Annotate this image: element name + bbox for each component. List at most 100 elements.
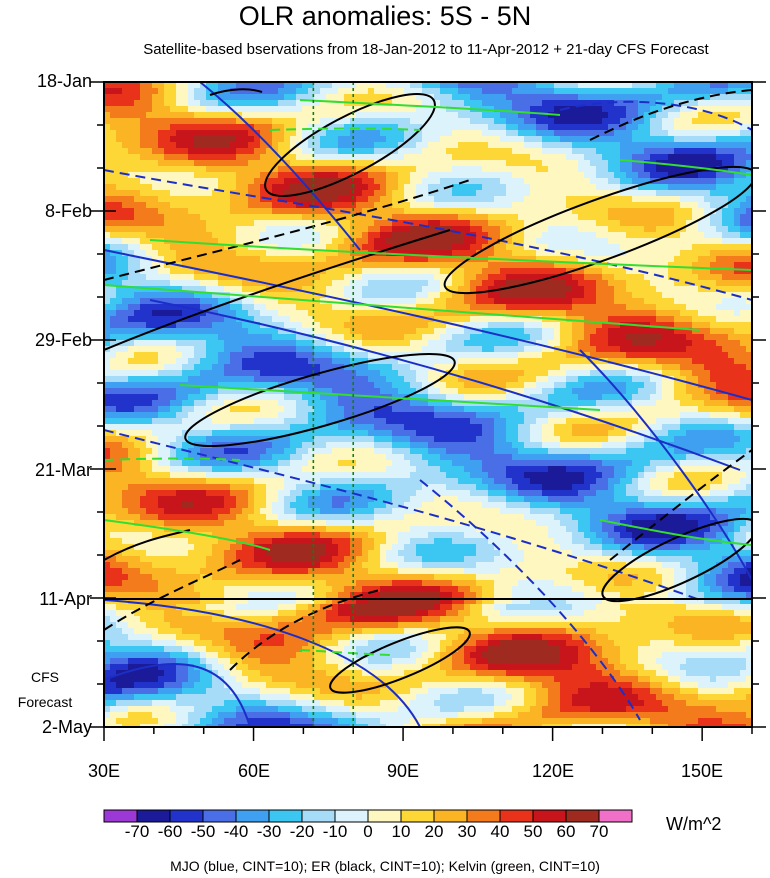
olr-cell xyxy=(398,322,405,329)
olr-cell xyxy=(566,166,573,173)
olr-cell xyxy=(296,154,303,161)
olr-cell xyxy=(260,238,267,245)
olr-cell xyxy=(374,202,381,209)
olr-cell xyxy=(512,136,519,143)
olr-cell xyxy=(740,340,747,347)
olr-cell xyxy=(662,130,669,137)
olr-cell xyxy=(698,304,705,311)
olr-cell xyxy=(650,346,657,353)
olr-cell xyxy=(392,112,399,119)
olr-cell xyxy=(194,208,201,215)
olr-cell xyxy=(458,298,465,305)
olr-cell xyxy=(482,316,489,323)
olr-cell xyxy=(116,304,123,311)
olr-cell xyxy=(506,226,513,233)
olr-cell xyxy=(518,316,525,323)
olr-cell xyxy=(668,304,675,311)
olr-cell xyxy=(530,94,537,101)
olr-cell xyxy=(158,184,165,191)
olr-cell xyxy=(698,88,705,95)
olr-cell xyxy=(560,118,567,125)
olr-cell xyxy=(542,184,549,191)
olr-cell xyxy=(140,322,147,329)
olr-cell xyxy=(188,208,195,215)
olr-cell xyxy=(470,292,477,299)
olr-cell xyxy=(536,82,543,89)
olr-cell xyxy=(404,136,411,143)
olr-cell xyxy=(404,148,411,155)
olr-cell xyxy=(572,304,579,311)
olr-cell xyxy=(506,154,513,161)
olr-cell xyxy=(434,328,441,335)
olr-cell xyxy=(290,136,297,143)
olr-cell xyxy=(308,184,315,191)
olr-cell xyxy=(668,238,675,245)
olr-cell xyxy=(698,160,705,167)
olr-cell xyxy=(548,172,555,179)
olr-cell xyxy=(734,340,741,347)
olr-cell xyxy=(146,190,153,197)
olr-cell xyxy=(218,280,225,287)
olr-cell xyxy=(596,268,603,275)
olr-cell xyxy=(476,214,483,221)
olr-cell xyxy=(464,304,471,311)
olr-cell xyxy=(410,190,417,197)
olr-cell xyxy=(512,100,519,107)
olr-cell xyxy=(530,208,537,215)
olr-cell xyxy=(650,124,657,131)
olr-cell xyxy=(656,226,663,233)
olr-cell xyxy=(308,148,315,155)
olr-cell xyxy=(254,94,261,101)
olr-cell xyxy=(482,346,489,353)
olr-cell xyxy=(194,136,201,143)
olr-cell xyxy=(398,286,405,293)
olr-cell xyxy=(512,154,519,161)
olr-cell xyxy=(458,166,465,173)
olr-cell xyxy=(296,166,303,173)
olr-cell xyxy=(620,304,627,311)
olr-cell xyxy=(218,124,225,131)
olr-cell xyxy=(614,232,621,239)
olr-cell xyxy=(512,310,519,317)
olr-cell xyxy=(698,334,705,341)
olr-cell xyxy=(386,106,393,113)
olr-cell xyxy=(542,238,549,245)
olr-cell xyxy=(638,88,645,95)
olr-cell xyxy=(572,334,579,341)
olr-cell xyxy=(182,202,189,209)
olr-cell xyxy=(590,244,597,251)
olr-cell xyxy=(182,340,189,347)
olr-cell xyxy=(338,226,345,233)
olr-cell xyxy=(140,262,147,269)
olr-cell xyxy=(146,94,153,101)
olr-cell xyxy=(248,274,255,281)
olr-cell xyxy=(284,256,291,263)
olr-cell xyxy=(422,250,429,257)
olr-cell xyxy=(110,100,117,107)
olr-cell xyxy=(146,310,153,317)
olr-cell xyxy=(530,298,537,305)
olr-cell xyxy=(272,214,279,221)
olr-cell xyxy=(632,136,639,143)
olr-cell xyxy=(518,178,525,185)
olr-cell xyxy=(368,274,375,281)
olr-cell xyxy=(548,280,555,287)
olr-cell xyxy=(608,232,615,239)
olr-cell xyxy=(662,274,669,281)
olr-cell xyxy=(530,214,537,221)
olr-cell xyxy=(230,124,237,131)
olr-cell xyxy=(302,82,309,89)
olr-cell xyxy=(146,82,153,89)
olr-cell xyxy=(362,286,369,293)
olr-cell xyxy=(368,310,375,317)
olr-cell xyxy=(428,172,435,179)
olr-cell xyxy=(152,148,159,155)
olr-cell xyxy=(644,280,651,287)
olr-cell xyxy=(548,334,555,341)
olr-cell xyxy=(566,328,573,335)
olr-cell xyxy=(710,172,717,179)
olr-cell xyxy=(266,310,273,317)
olr-cell xyxy=(722,190,729,197)
olr-cell xyxy=(500,118,507,125)
olr-cell xyxy=(428,274,435,281)
